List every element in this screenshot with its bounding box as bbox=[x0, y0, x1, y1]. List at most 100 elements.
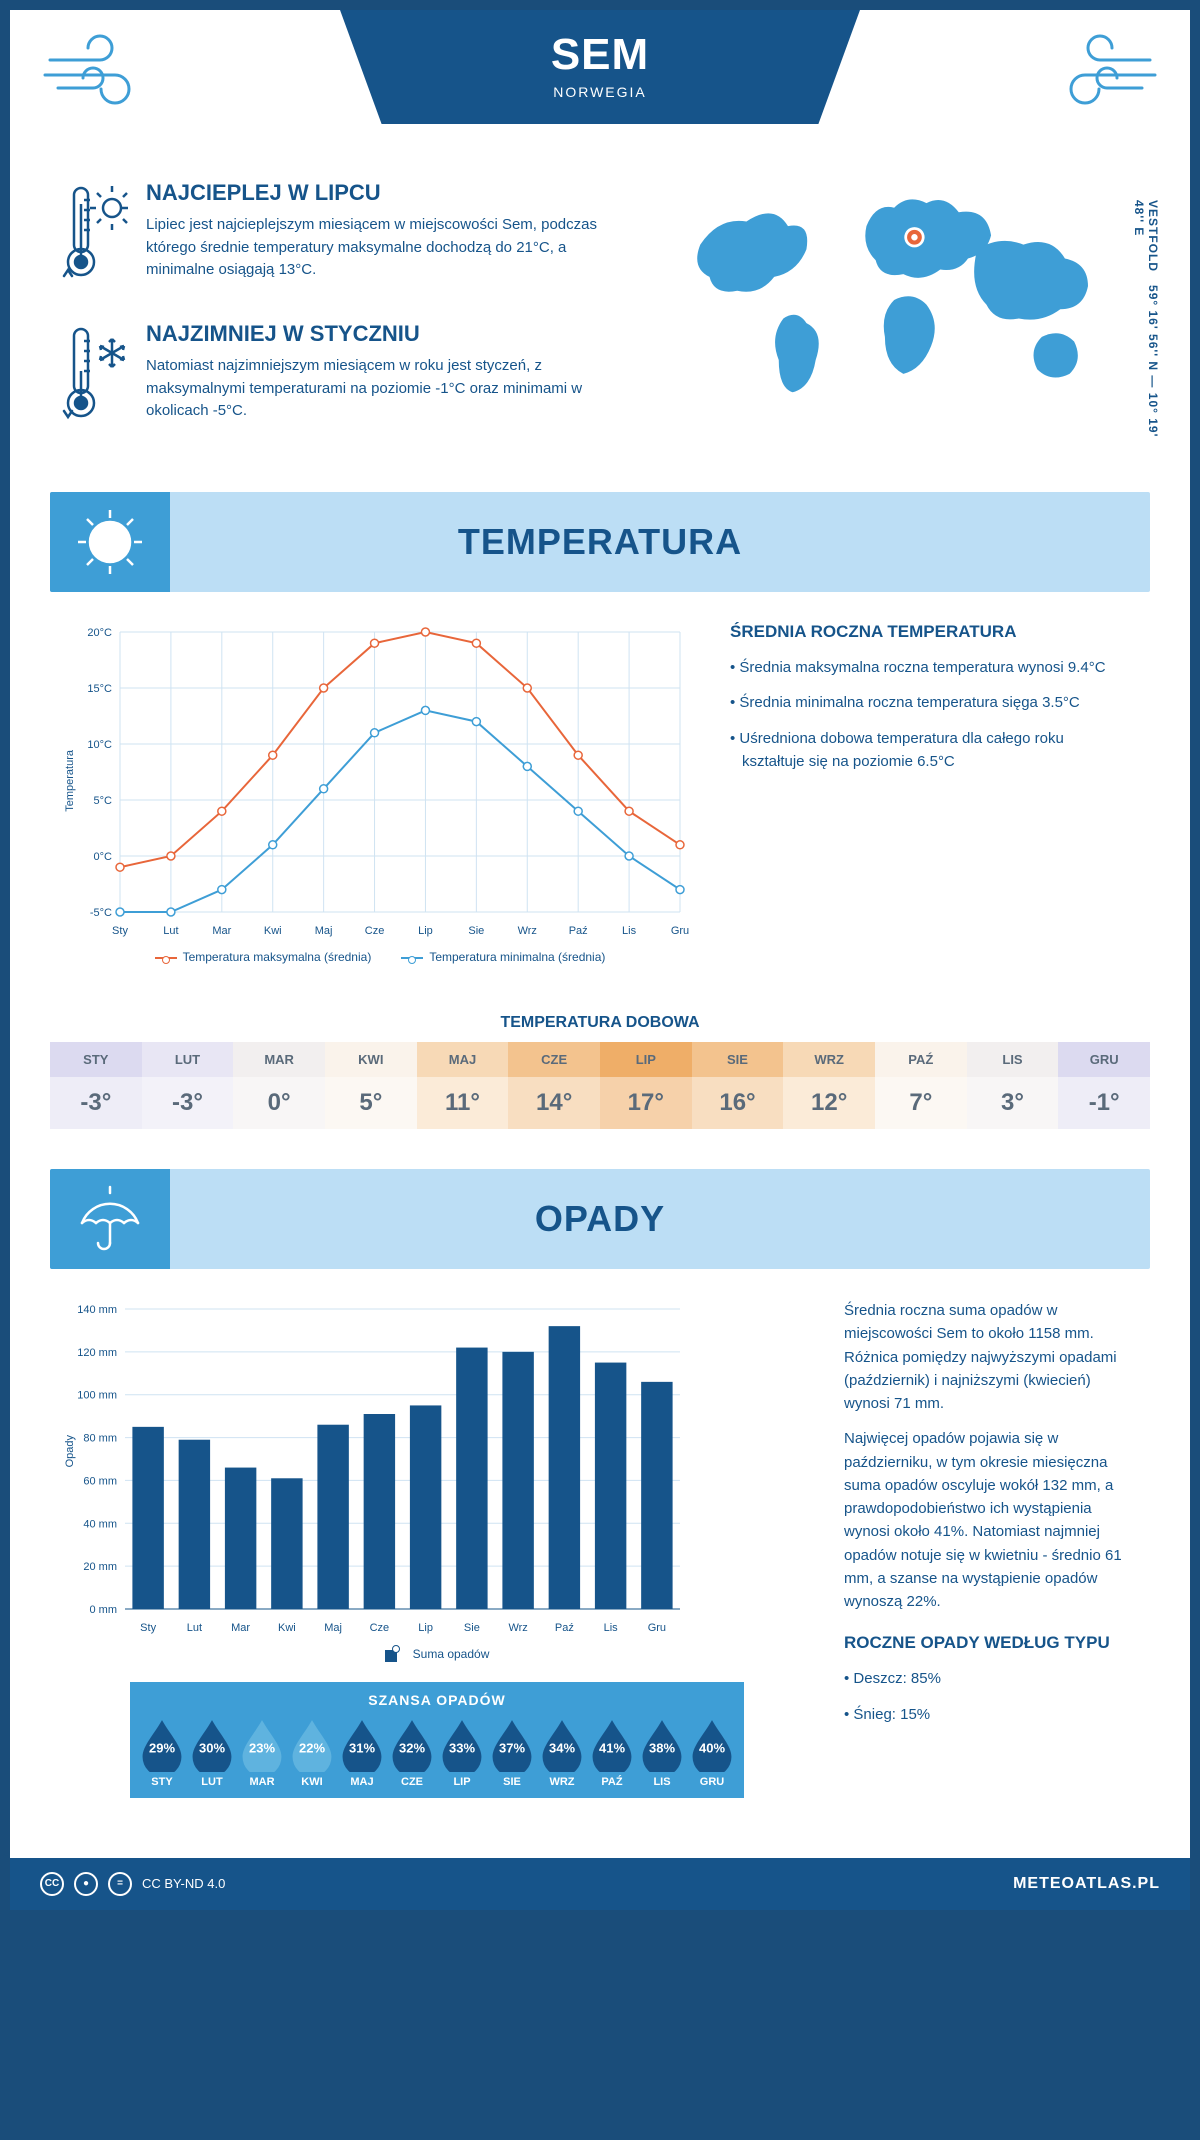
fact-cold-title: NAJZIMNIEJ W STYCZNIU bbox=[146, 321, 627, 347]
section-title: TEMPERATURA bbox=[458, 521, 742, 563]
month-header: MAR bbox=[233, 1042, 325, 1077]
month-header: CZE bbox=[508, 1042, 600, 1077]
month-header: MAJ bbox=[417, 1042, 509, 1077]
drop: 34%WRZ bbox=[540, 1718, 584, 1788]
drop: 37%SIE bbox=[490, 1718, 534, 1788]
temperature-chart: Temperatura -5°C0°C5°C10°C15°C20°CStyLut… bbox=[70, 622, 690, 942]
daily-temp-header: STYLUTMARKWIMAJCZELIPSIEWRZPAŹLISGRU bbox=[50, 1042, 1150, 1077]
svg-text:Sie: Sie bbox=[464, 1622, 480, 1634]
svg-text:Lut: Lut bbox=[163, 925, 178, 937]
title-ribbon: SEM NORWEGIA bbox=[340, 10, 860, 124]
svg-text:Sie: Sie bbox=[468, 925, 484, 937]
sun-icon bbox=[50, 492, 170, 592]
temp-side-title: ŚREDNIA ROCZNA TEMPERATURA bbox=[730, 622, 1130, 642]
svg-text:15°C: 15°C bbox=[87, 683, 112, 695]
rain-types-title: ROCZNE OPADY WEDŁUG TYPU bbox=[844, 1633, 1130, 1653]
svg-text:Kwi: Kwi bbox=[264, 925, 282, 937]
coordinates: VESTFOLD 59° 16' 56'' N — 10° 19' 48'' E bbox=[1132, 200, 1160, 462]
drop: 31%MAJ bbox=[340, 1718, 384, 1788]
svg-text:Paź: Paź bbox=[555, 1622, 574, 1634]
svg-text:Maj: Maj bbox=[324, 1622, 342, 1634]
svg-text:Lip: Lip bbox=[418, 1622, 433, 1634]
svg-text:Mar: Mar bbox=[212, 925, 231, 937]
svg-text:Cze: Cze bbox=[370, 1622, 390, 1634]
svg-text:Lut: Lut bbox=[187, 1622, 202, 1634]
svg-text:20°C: 20°C bbox=[87, 627, 112, 639]
umbrella-icon bbox=[50, 1169, 170, 1269]
drop: 40%GRU bbox=[690, 1718, 734, 1788]
country: NORWEGIA bbox=[340, 84, 860, 100]
drop: 33%LIP bbox=[440, 1718, 484, 1788]
rain-type: • Deszcz: 85% bbox=[844, 1667, 1130, 1690]
wind-icon bbox=[40, 30, 160, 115]
nd-icon: = bbox=[108, 1872, 132, 1896]
section-temperature: TEMPERATURA bbox=[50, 492, 1150, 592]
temp-bullet: • Uśredniona dobowa temperatura dla całe… bbox=[730, 727, 1130, 774]
thermometer-sun-icon bbox=[60, 180, 130, 295]
temp-ylabel: Temperatura bbox=[64, 750, 76, 812]
rain-p2: Najwięcej opadów pojawia się w październ… bbox=[844, 1427, 1130, 1613]
svg-text:Lip: Lip bbox=[418, 925, 433, 937]
month-value: -1° bbox=[1058, 1077, 1150, 1129]
city-title: SEM bbox=[340, 30, 860, 80]
svg-text:Lis: Lis bbox=[622, 925, 637, 937]
month-value: -3° bbox=[142, 1077, 234, 1129]
daily-temp-values: -3°-3°0°5°11°14°17°16°12°7°3°-1° bbox=[50, 1077, 1150, 1129]
fact-hot: NAJCIEPLEJ W LIPCU Lipiec jest najcieple… bbox=[60, 180, 627, 295]
svg-text:Lis: Lis bbox=[604, 1622, 619, 1634]
temp-bullet: • Średnia maksymalna roczna temperatura … bbox=[730, 656, 1130, 679]
month-header: LUT bbox=[142, 1042, 234, 1077]
svg-text:Maj: Maj bbox=[315, 925, 333, 937]
cc-icon: CC bbox=[40, 1872, 64, 1896]
svg-text:Gru: Gru bbox=[671, 925, 689, 937]
month-header: WRZ bbox=[783, 1042, 875, 1077]
svg-text:0°C: 0°C bbox=[94, 851, 113, 863]
month-value: -3° bbox=[50, 1077, 142, 1129]
month-value: 14° bbox=[508, 1077, 600, 1129]
svg-text:120 mm: 120 mm bbox=[77, 1347, 117, 1359]
drop: 30%LUT bbox=[190, 1718, 234, 1788]
site-name: METEOATLAS.PL bbox=[1013, 1875, 1160, 1893]
month-header: STY bbox=[50, 1042, 142, 1077]
drop: 32%CZE bbox=[390, 1718, 434, 1788]
svg-text:5°C: 5°C bbox=[94, 795, 113, 807]
svg-text:140 mm: 140 mm bbox=[77, 1304, 117, 1316]
wind-icon bbox=[1040, 30, 1160, 115]
svg-text:Cze: Cze bbox=[365, 925, 385, 937]
fact-hot-text: Lipiec jest najcieplejszym miesiącem w m… bbox=[146, 214, 627, 282]
thermometer-snow-icon bbox=[60, 321, 130, 436]
svg-text:Wrz: Wrz bbox=[508, 1622, 527, 1634]
rain-chart: Opady 0 mm20 mm40 mm60 mm80 mm100 mm120 … bbox=[70, 1299, 804, 1639]
license: CC BY-ND 4.0 bbox=[142, 1876, 225, 1891]
month-header: KWI bbox=[325, 1042, 417, 1077]
temp-legend: Temperatura maksymalna (średnia)Temperat… bbox=[70, 950, 690, 964]
month-value: 5° bbox=[325, 1077, 417, 1129]
daily-temp-title: TEMPERATURA DOBOWA bbox=[10, 1014, 1190, 1032]
drop: 22%KWI bbox=[290, 1718, 334, 1788]
by-icon: ● bbox=[74, 1872, 98, 1896]
rain-ylabel: Opady bbox=[64, 1435, 76, 1467]
fact-hot-title: NAJCIEPLEJ W LIPCU bbox=[146, 180, 627, 206]
fact-cold-text: Natomiast najzimniejszym miesiącem w rok… bbox=[146, 355, 627, 423]
svg-text:Kwi: Kwi bbox=[278, 1622, 296, 1634]
drop: 38%LIS bbox=[640, 1718, 684, 1788]
svg-text:-5°C: -5°C bbox=[90, 907, 112, 919]
temp-bullet: • Średnia minimalna roczna temperatura s… bbox=[730, 691, 1130, 714]
month-header: GRU bbox=[1058, 1042, 1150, 1077]
fact-cold: NAJZIMNIEJ W STYCZNIU Natomiast najzimni… bbox=[60, 321, 627, 436]
month-value: 7° bbox=[875, 1077, 967, 1129]
svg-text:40 mm: 40 mm bbox=[83, 1518, 117, 1530]
rain-type: • Śnieg: 15% bbox=[844, 1703, 1130, 1726]
world-map bbox=[667, 180, 1140, 420]
month-value: 11° bbox=[417, 1077, 509, 1129]
section-title: OPADY bbox=[535, 1198, 665, 1240]
drop: 41%PAŹ bbox=[590, 1718, 634, 1788]
svg-text:Paź: Paź bbox=[569, 925, 588, 937]
drop: 23%MAR bbox=[240, 1718, 284, 1788]
month-value: 3° bbox=[967, 1077, 1059, 1129]
month-value: 12° bbox=[783, 1077, 875, 1129]
svg-text:20 mm: 20 mm bbox=[83, 1561, 117, 1573]
svg-text:Gru: Gru bbox=[648, 1622, 666, 1634]
month-header: LIP bbox=[600, 1042, 692, 1077]
header: SEM NORWEGIA bbox=[10, 10, 1190, 150]
